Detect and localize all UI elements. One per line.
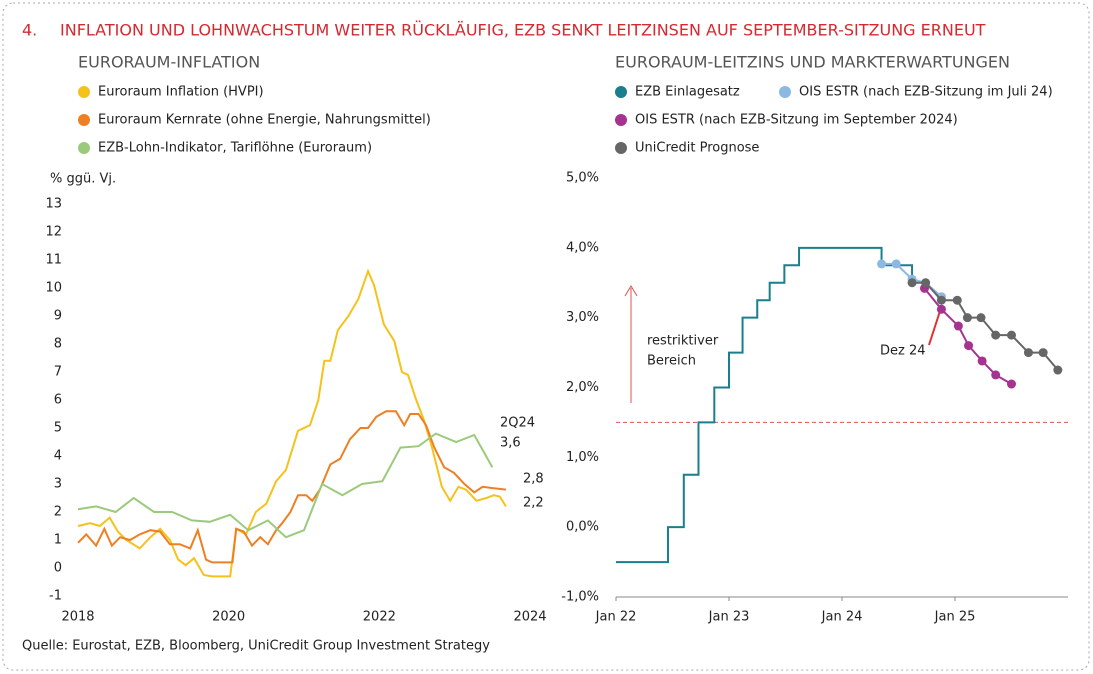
y-tick-label: 5,0% (566, 171, 599, 186)
y-tick-label: 4 (54, 449, 62, 464)
marker (936, 304, 946, 314)
marker (991, 370, 1001, 380)
x-tick-label: Jan 24 (821, 610, 863, 625)
annotation: Bereich (647, 354, 696, 369)
y-tick-label: -1 (49, 589, 62, 604)
y-axis-label: % ggü. Vj. (50, 172, 116, 187)
series-line (77, 268, 507, 578)
y-tick-label: 3,0% (566, 310, 599, 325)
marker (1053, 365, 1063, 375)
annotation: restriktiver (647, 334, 719, 349)
chart-title: EURORAUM-INFLATION (78, 53, 260, 72)
marker (1023, 348, 1033, 358)
marker (921, 278, 931, 288)
marker (962, 313, 972, 323)
y-tick-label: 5 (54, 421, 62, 436)
legend-label: EZB-Lohn-Indikator, Tariflöhne (Euroraum… (98, 141, 372, 156)
y-tick-label: 2 (54, 505, 62, 520)
annotation: Dez 24 (880, 344, 926, 359)
x-tick-label: Jan 25 (934, 610, 976, 625)
y-tick-label: 12 (45, 225, 62, 240)
legend-swatch (78, 114, 90, 126)
legend-swatch (779, 86, 791, 98)
marker (1007, 330, 1016, 340)
annotation: 3,6 (500, 436, 521, 451)
series-line (77, 432, 494, 539)
series-line (912, 281, 1059, 371)
marker (952, 295, 962, 305)
y-tick-label: -1,0% (561, 590, 599, 605)
legend-label: OIS ESTR (nach EZB-Sitzung im September … (635, 113, 958, 128)
marker (891, 259, 901, 269)
y-tick-label: 11 (45, 253, 62, 268)
y-tick-label: 7 (54, 365, 62, 380)
marker (964, 341, 974, 351)
y-tick-label: 1,0% (566, 450, 599, 465)
marker (936, 295, 946, 305)
series-line (616, 246, 914, 564)
marker (907, 278, 917, 288)
marker (1038, 348, 1048, 358)
y-tick-label: 2,0% (566, 380, 599, 395)
pointer (928, 307, 942, 346)
annotation: 2,2 (523, 496, 544, 511)
legend-label: Euroraum Kernrate (ohne Energie, Nahrung… (98, 113, 431, 128)
legend-label: UniCredit Prognose (635, 141, 759, 156)
series-line (77, 410, 507, 564)
y-tick-label: 1 (54, 533, 62, 548)
x-tick-label: 2018 (61, 610, 94, 625)
y-tick-label: 0 (54, 561, 62, 576)
marker (976, 313, 986, 323)
y-tick-label: 6 (54, 393, 62, 408)
marker (877, 259, 887, 269)
legend-swatch (78, 142, 90, 154)
marker (977, 356, 987, 366)
source: Quelle: Eurostat, EZB, Bloomberg, UniCre… (22, 639, 490, 654)
legend-swatch (78, 86, 90, 98)
y-tick-label: 0,0% (566, 520, 599, 535)
y-tick-label: 3 (54, 477, 62, 492)
marker (1007, 379, 1016, 389)
legend-label: EZB Einlagesatz (635, 85, 740, 100)
y-tick-label: 9 (54, 309, 62, 324)
figure-number: 4. (22, 21, 37, 40)
y-tick-label: 13 (45, 197, 62, 212)
legend-swatch (615, 142, 627, 154)
x-tick-label: 2020 (212, 610, 245, 625)
legend-label: OIS ESTR (nach EZB-Sitzung im Juli 24) (799, 85, 1053, 100)
legend-swatch (615, 86, 627, 98)
annotation: 2Q24 (500, 416, 535, 431)
marker (991, 330, 1001, 340)
x-tick-label: Jan 23 (708, 610, 750, 625)
y-tick-label: 4,0% (566, 240, 599, 255)
x-tick-label: 2022 (363, 610, 396, 625)
annotation: 2,8 (523, 472, 544, 487)
x-tick-label: Jan 22 (595, 610, 637, 625)
chart-title: EURORAUM-LEITZINS UND MARKTERWARTUNGEN (615, 53, 1010, 72)
x-tick-label: 2024 (513, 610, 546, 625)
marker (953, 321, 963, 331)
arrow-head (624, 285, 638, 297)
y-tick-label: 10 (45, 281, 62, 296)
legend-label: Euroraum Inflation (HVPI) (98, 85, 264, 100)
figure-title: INFLATION UND LOHNWACHSTUM WEITER RÜCKLÄ… (60, 21, 986, 40)
y-tick-label: 8 (54, 337, 62, 352)
legend-swatch (615, 114, 627, 126)
